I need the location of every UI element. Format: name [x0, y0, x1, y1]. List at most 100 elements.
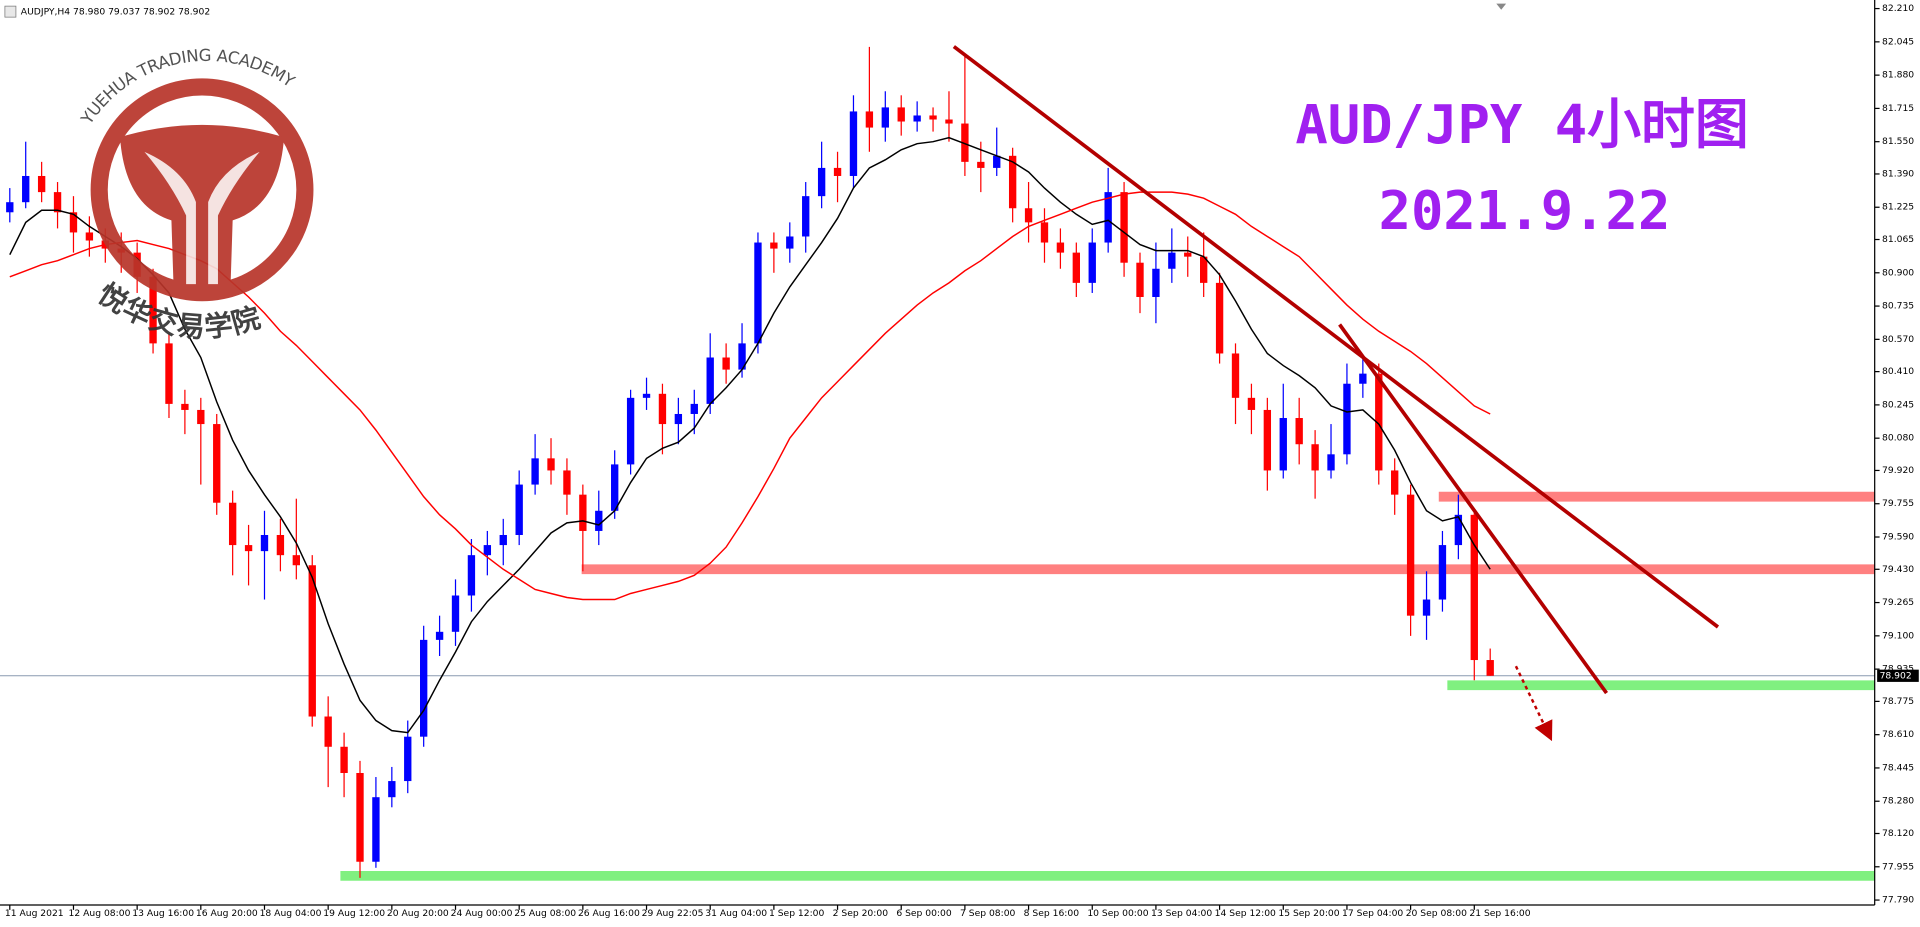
candle-body	[1391, 470, 1399, 495]
y-tick-label: 78.610	[1882, 729, 1914, 740]
x-tick-label: 31 Aug 04:00	[705, 908, 767, 919]
candle-body	[1152, 268, 1160, 297]
y-tick-label: 79.100	[1882, 630, 1914, 641]
candle-body	[69, 212, 78, 233]
x-tick-label: 13 Sep 04:00	[1151, 908, 1212, 919]
candle-body	[626, 397, 635, 465]
candle-body	[404, 736, 412, 782]
candle-body	[1422, 599, 1431, 616]
y-tick-label: 81.065	[1882, 234, 1914, 245]
candle-body	[1247, 397, 1256, 410]
candle-body	[308, 565, 316, 717]
trend-line	[1338, 323, 1609, 695]
x-tick-label: 25 Aug 08:00	[514, 908, 576, 919]
candle-body	[276, 534, 285, 556]
logo-cutout	[144, 151, 260, 285]
candle-body	[738, 343, 746, 370]
x-tick-label: 17 Sep 04:00	[1342, 908, 1403, 919]
candle-body	[1184, 252, 1192, 257]
y-tick-label: 81.390	[1882, 168, 1914, 179]
candle-body	[929, 115, 937, 120]
y-tick-label: 80.735	[1882, 301, 1914, 312]
candle-body	[372, 797, 380, 862]
symbol-icon	[4, 5, 17, 18]
candle-body	[1168, 252, 1176, 269]
candle-body	[1120, 192, 1128, 263]
candle-body	[244, 545, 253, 552]
x-tick-label: 20 Aug 20:00	[387, 908, 449, 919]
x-tick-label: 15 Sep 20:00	[1278, 908, 1339, 919]
candle-body	[658, 393, 667, 425]
candle-body	[802, 196, 810, 237]
y-tick-label: 80.245	[1882, 399, 1914, 410]
candle-body	[1454, 514, 1463, 546]
candle-body	[1200, 256, 1208, 283]
x-tick-label: 10 Sep 00:00	[1087, 908, 1148, 919]
candle-body	[786, 236, 794, 249]
candle-body	[1215, 282, 1224, 354]
x-tick-label: 16 Aug 20:00	[196, 908, 258, 919]
candle-body	[515, 484, 523, 535]
candle-body	[1040, 222, 1049, 243]
candle-body	[849, 111, 858, 176]
candle-body	[865, 111, 874, 128]
shift-marker	[1496, 3, 1507, 10]
candle-body	[260, 534, 269, 552]
candle-body	[595, 510, 603, 531]
candle-body	[913, 115, 921, 122]
candle-body	[611, 464, 619, 511]
y-tick-label: 78.775	[1882, 696, 1914, 707]
candle-body	[1359, 373, 1367, 384]
current-price-label: 78.902	[1880, 670, 1912, 681]
y-tick-label: 82.210	[1882, 3, 1914, 14]
candle-body	[22, 175, 30, 203]
candle-body	[149, 276, 157, 344]
x-tick-label: 7 Sep 08:00	[960, 908, 1016, 919]
y-tick-label: 79.920	[1882, 465, 1914, 476]
candle-body	[467, 555, 476, 596]
candle-body	[388, 781, 396, 798]
candle-body	[897, 107, 905, 122]
candle-body	[356, 772, 364, 862]
y-tick-label: 77.790	[1882, 895, 1914, 906]
y-tick-label: 79.430	[1882, 564, 1914, 575]
candle-body	[1311, 444, 1319, 471]
current-price-box	[1877, 669, 1919, 682]
candle-body	[1088, 242, 1096, 283]
candle-body	[6, 202, 14, 213]
candle-body	[435, 631, 444, 640]
y-tick-label: 81.880	[1882, 70, 1914, 81]
candle-body	[1024, 208, 1033, 223]
x-tick-label: 6 Sep 00:00	[896, 908, 952, 919]
candle-body	[881, 107, 889, 128]
candle-body	[1486, 660, 1494, 676]
candle-body	[165, 343, 173, 404]
candle-body	[531, 458, 539, 485]
moving-average	[9, 191, 1491, 601]
candle-body	[770, 242, 778, 249]
candle-body	[340, 746, 348, 773]
y-tick-label: 81.550	[1882, 136, 1914, 147]
candle-body	[993, 155, 1001, 168]
x-tick-label: 19 Aug 12:00	[323, 908, 385, 919]
y-tick-label: 81.715	[1882, 103, 1914, 114]
y-tick-label: 79.755	[1882, 498, 1914, 509]
candle-body	[1231, 353, 1240, 398]
candle-body	[1295, 418, 1303, 445]
candle-body	[1406, 494, 1415, 616]
candle-body	[1470, 514, 1478, 661]
x-tick-label: 20 Sep 08:00	[1406, 908, 1467, 919]
moving-average	[9, 136, 1491, 734]
candle-body	[1056, 242, 1065, 253]
candle-body	[1343, 383, 1351, 455]
candle-body	[674, 413, 683, 425]
candle-body	[324, 716, 332, 747]
candle-body	[53, 192, 62, 213]
candle-body	[420, 639, 428, 737]
trend-line	[952, 45, 1720, 629]
x-tick-label: 1 Sep 12:00	[769, 908, 825, 919]
projection-arrow	[1514, 665, 1553, 742]
plot-area	[0, 46, 1875, 881]
candle-body	[213, 424, 221, 503]
